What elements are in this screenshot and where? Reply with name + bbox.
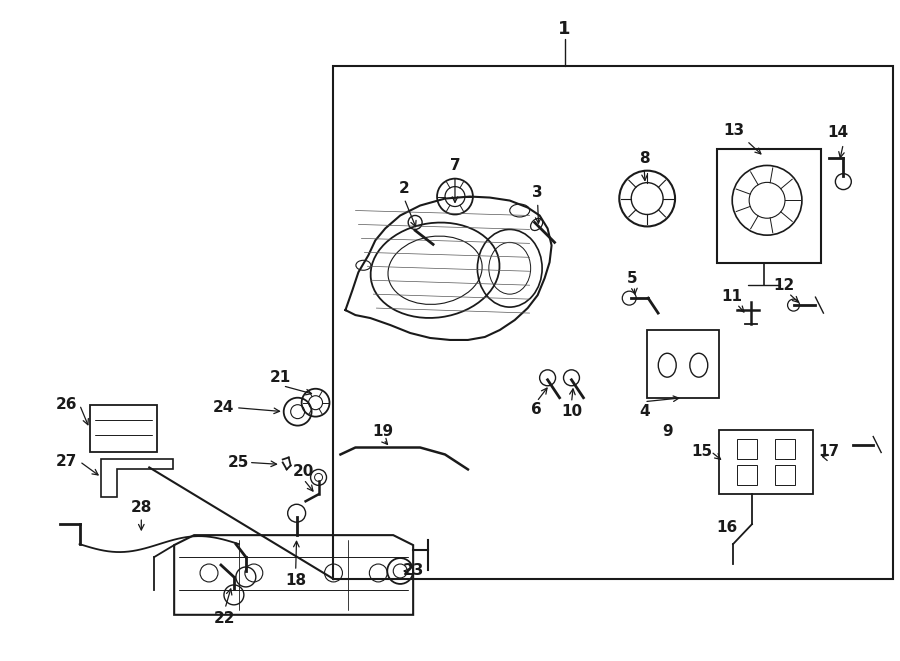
Text: 8: 8	[639, 151, 650, 166]
Text: 2: 2	[399, 181, 410, 196]
Bar	[334, 66, 893, 579]
Text: 25: 25	[229, 455, 249, 470]
Text: 1: 1	[558, 20, 571, 38]
Text: 16: 16	[716, 520, 737, 535]
Text: 27: 27	[56, 454, 77, 469]
Bar	[647, 330, 719, 398]
Text: 9: 9	[662, 424, 672, 439]
Bar	[89, 405, 158, 453]
Text: 4: 4	[639, 404, 650, 419]
Text: 24: 24	[212, 400, 234, 415]
Text: 17: 17	[818, 444, 839, 459]
Text: 23: 23	[402, 563, 424, 578]
Text: 15: 15	[691, 444, 713, 459]
Text: 18: 18	[285, 574, 306, 588]
Text: 28: 28	[130, 500, 152, 515]
Bar	[775, 465, 795, 485]
Text: 26: 26	[56, 397, 77, 412]
Text: 7: 7	[450, 158, 460, 173]
Text: 12: 12	[773, 278, 794, 293]
Bar	[719, 430, 814, 494]
Text: 10: 10	[561, 404, 582, 419]
Text: 11: 11	[721, 289, 742, 303]
Text: 6: 6	[531, 402, 542, 417]
Text: 14: 14	[828, 126, 849, 140]
Text: 21: 21	[270, 370, 292, 385]
Text: 19: 19	[373, 424, 394, 439]
Text: 3: 3	[532, 185, 543, 200]
Bar	[717, 149, 822, 263]
Text: 5: 5	[627, 271, 637, 286]
Bar	[775, 439, 795, 459]
Text: 20: 20	[292, 464, 314, 479]
Bar	[737, 465, 757, 485]
Bar	[737, 439, 757, 459]
Text: 13: 13	[724, 124, 744, 138]
Text: 22: 22	[214, 611, 236, 626]
